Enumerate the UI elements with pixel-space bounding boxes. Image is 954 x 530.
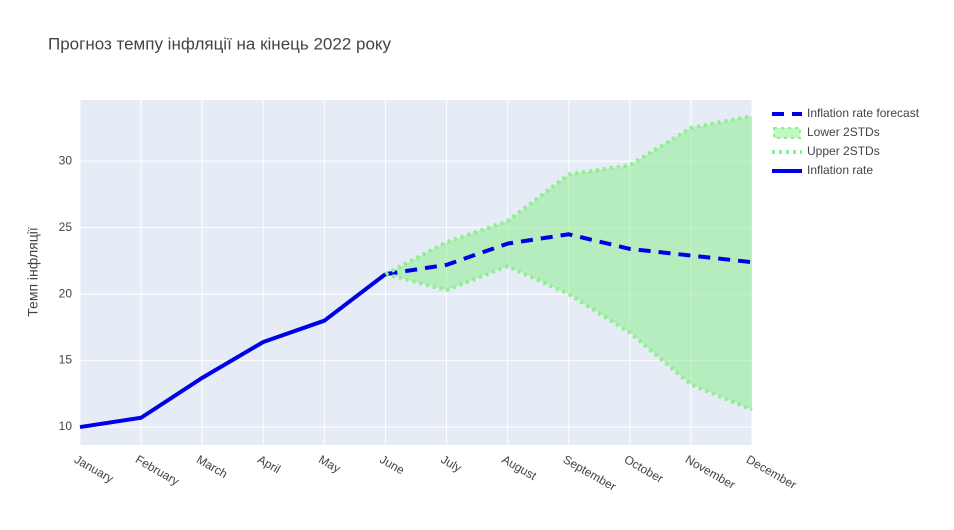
x-tick-label: May xyxy=(316,452,343,475)
y-tick-label: 30 xyxy=(59,153,73,167)
legend-label: Lower 2STDs xyxy=(807,125,880,139)
y-tick-label: 20 xyxy=(59,286,73,300)
band-area xyxy=(385,115,752,410)
y-tick-label: 10 xyxy=(59,419,73,433)
y-axis-title: Темп інфляції xyxy=(25,227,41,317)
x-tick-label: March xyxy=(194,452,230,481)
series-line xyxy=(384,113,753,276)
x-tick-label: October xyxy=(622,452,666,485)
legend-swatch xyxy=(773,127,801,139)
x-tick-label: September xyxy=(561,452,619,493)
series-line xyxy=(79,272,387,430)
y-tick-label: 25 xyxy=(59,220,73,234)
x-tick-label: November xyxy=(683,452,738,492)
x-tick-label: July xyxy=(438,452,463,475)
x-tick-label: April xyxy=(255,452,283,476)
x-tick-label: December xyxy=(744,452,799,492)
legend-label: Upper 2STDs xyxy=(807,144,880,158)
legend-label: Inflation rate forecast xyxy=(807,106,920,120)
x-tick-label: January xyxy=(72,452,116,485)
x-tick-label: August xyxy=(500,452,540,483)
legend-label: Inflation rate xyxy=(807,163,873,177)
series-line xyxy=(385,232,753,277)
x-tick-label: June xyxy=(377,452,407,477)
series-line xyxy=(384,264,753,412)
y-tick-label: 15 xyxy=(59,353,73,367)
x-tick-label: February xyxy=(133,452,182,488)
chart-title: Прогноз темпу інфляції на кінець 2022 ро… xyxy=(48,34,392,53)
